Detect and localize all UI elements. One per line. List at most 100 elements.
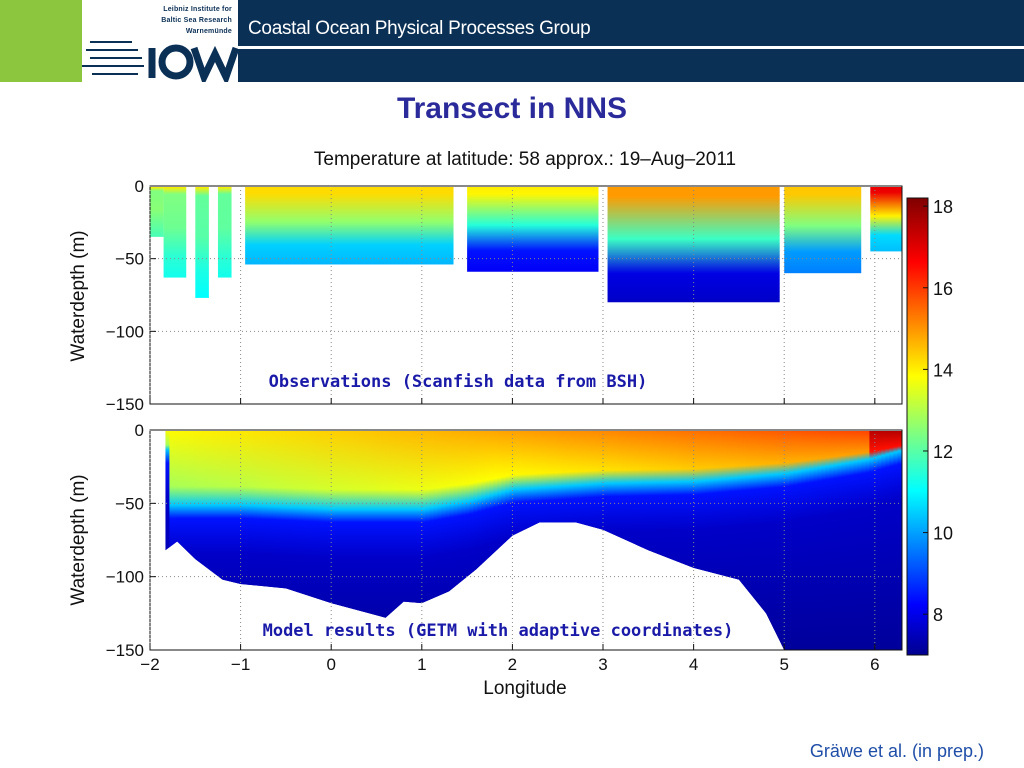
model-column — [461, 431, 467, 650]
model-column — [457, 431, 463, 650]
observation-segment — [150, 187, 164, 237]
observation-segment — [870, 187, 902, 252]
model-column — [641, 431, 647, 650]
chart-title: Temperature at latitude: 58 approx.: 19–… — [314, 149, 736, 170]
model-column — [741, 431, 747, 650]
model-column — [273, 431, 279, 650]
model-column — [429, 431, 435, 650]
model-column — [489, 431, 495, 650]
model-column — [881, 431, 887, 650]
model-column — [333, 431, 339, 650]
model-column — [541, 431, 547, 650]
x-tick-label: −1 — [231, 655, 250, 674]
model-column — [249, 431, 255, 650]
model-column — [657, 431, 663, 650]
model-annotation: Model results (GETM with adaptive coordi… — [263, 621, 734, 641]
slide-title: Transect in NNS — [396, 92, 628, 125]
model-column — [697, 431, 703, 650]
institute-line-2: Baltic Sea Research — [161, 17, 232, 24]
model-column — [873, 431, 879, 650]
model-column — [601, 431, 607, 650]
model-column — [893, 431, 899, 650]
model-column — [653, 431, 659, 650]
model-column — [269, 431, 275, 650]
model-column — [757, 431, 763, 650]
model-column — [353, 431, 359, 650]
model-column — [373, 431, 379, 650]
model-column — [597, 431, 603, 650]
y-tick-label: 0 — [135, 421, 144, 440]
model-column — [289, 431, 295, 650]
model-column — [505, 431, 511, 650]
model-column — [609, 431, 615, 650]
model-column — [221, 431, 227, 650]
model-column — [437, 431, 443, 650]
model-column — [397, 431, 403, 650]
model-column — [725, 431, 731, 650]
model-column — [733, 431, 739, 650]
model-column — [377, 431, 383, 650]
model-field — [165, 431, 902, 650]
x-tick-label: 0 — [326, 655, 335, 674]
observation-segment — [195, 187, 209, 298]
model-column — [405, 431, 411, 650]
model-column — [837, 431, 843, 650]
colorbar-tick-label: 14 — [933, 360, 953, 380]
model-column — [829, 431, 835, 650]
model-column — [709, 431, 715, 650]
colorbar-tick-label: 12 — [933, 442, 953, 462]
model-column — [833, 431, 839, 650]
model-column — [341, 431, 347, 650]
model-column — [589, 431, 595, 650]
model-column — [717, 431, 723, 650]
model-column — [433, 431, 439, 650]
model-column — [729, 431, 735, 650]
model-column — [857, 431, 863, 650]
model-column — [797, 431, 803, 650]
institute-logo: Leibniz Institute for Baltic Sea Researc… — [82, 0, 238, 82]
observation-segment — [784, 187, 862, 274]
model-column — [853, 431, 859, 650]
y-tick-label: −50 — [115, 494, 144, 513]
brand-green-block — [0, 0, 82, 82]
model-column — [361, 431, 367, 650]
header-divider — [238, 46, 1024, 49]
model-column — [501, 431, 507, 650]
model-column — [513, 431, 519, 650]
model-column — [345, 431, 351, 650]
model-column — [825, 431, 831, 650]
model-column — [241, 431, 247, 650]
colorbar: 8 10 12 14 16 18 — [906, 197, 953, 656]
model-column — [233, 431, 239, 650]
model-column — [665, 431, 671, 650]
model-column — [481, 431, 487, 650]
model-column — [793, 431, 799, 650]
model-column — [185, 431, 191, 650]
model-column — [417, 431, 423, 650]
model-column — [261, 431, 267, 650]
model-column — [441, 431, 447, 650]
model-column — [801, 431, 807, 650]
model-column — [217, 431, 223, 650]
model-column — [281, 431, 287, 650]
model-column — [165, 431, 171, 650]
model-column — [633, 431, 639, 650]
model-column — [705, 431, 711, 650]
model-column — [493, 431, 499, 650]
model-column — [245, 431, 251, 650]
model-column — [425, 431, 431, 650]
colorbar-tick-label: 18 — [933, 197, 953, 217]
model-column — [169, 431, 175, 650]
model-column — [337, 431, 343, 650]
model-column — [229, 431, 235, 650]
model-column — [565, 431, 571, 650]
colorbar-tick-label: 8 — [933, 605, 943, 625]
model-column — [701, 431, 707, 650]
model-column — [509, 431, 515, 650]
model-column — [485, 431, 491, 650]
y-axis-label-top: Waterdepth (m) — [68, 230, 89, 361]
model-column — [569, 431, 575, 650]
model-column — [685, 431, 691, 650]
model-column — [557, 431, 563, 650]
model-column — [781, 431, 787, 650]
